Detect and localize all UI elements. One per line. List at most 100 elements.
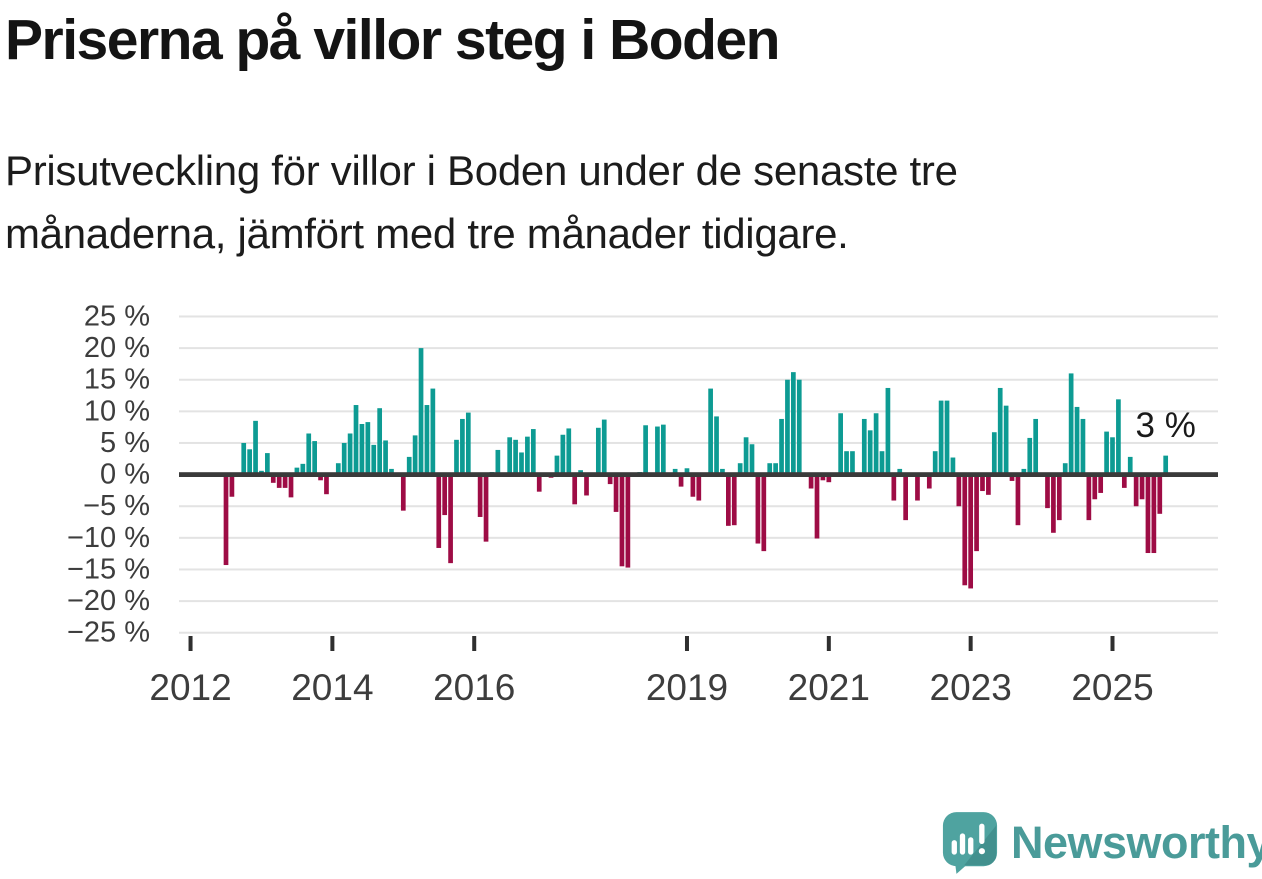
bar	[1104, 431, 1109, 475]
gridline	[179, 441, 1218, 444]
bar	[814, 474, 820, 539]
bar	[785, 379, 790, 475]
bar	[1163, 455, 1169, 475]
bar	[1157, 474, 1163, 514]
bar	[572, 474, 578, 505]
bar	[1080, 418, 1086, 475]
bar	[962, 474, 968, 586]
bar	[359, 424, 365, 475]
price-development-bar-chart: 25 %20 %15 %10 %5 %0 %−5 %−10 %−15 %−20 …	[67, 300, 1218, 708]
bar	[696, 474, 702, 501]
bar	[601, 419, 607, 475]
bar	[1015, 474, 1021, 526]
bar	[761, 474, 767, 552]
bar	[1145, 474, 1151, 554]
bar	[454, 439, 459, 475]
gridline	[179, 568, 1218, 571]
y-tick-label: 10 %	[84, 395, 150, 427]
x-tick-label: 2023	[930, 667, 1012, 708]
y-tick-label: −25 %	[67, 617, 150, 649]
bar	[1139, 474, 1145, 500]
x-tick-label: 2019	[646, 667, 728, 708]
bar	[885, 387, 891, 475]
chart-title: Priserna på villor steg i Boden	[5, 8, 780, 72]
bar	[974, 474, 979, 552]
bar	[276, 474, 282, 488]
bar	[643, 425, 648, 475]
bar	[690, 474, 696, 497]
gridline	[179, 378, 1218, 381]
bar	[861, 418, 867, 475]
y-tick-label: 20 %	[84, 332, 150, 364]
bar	[294, 467, 300, 475]
bar	[897, 468, 903, 475]
bar	[519, 452, 524, 475]
y-tick-label: 0 %	[100, 459, 150, 491]
bar	[400, 474, 406, 511]
bar	[584, 474, 589, 496]
bar	[595, 427, 601, 475]
bar	[341, 442, 347, 475]
bar	[507, 437, 513, 475]
x-tick-label: 2014	[291, 667, 373, 708]
bar	[335, 463, 341, 475]
bar	[265, 453, 270, 475]
last-value-label: 3 %	[1136, 406, 1196, 445]
bar	[655, 426, 660, 475]
bar	[932, 451, 938, 475]
bar	[796, 379, 802, 475]
bar	[377, 408, 383, 475]
bar	[749, 444, 755, 475]
zero-line	[179, 472, 1218, 477]
bar	[1116, 399, 1121, 475]
bar	[1086, 474, 1092, 521]
bar	[726, 474, 731, 526]
bar	[956, 474, 962, 507]
bar	[424, 405, 430, 475]
bar	[708, 388, 713, 475]
bar	[625, 474, 631, 568]
x-tick-mark	[472, 636, 477, 651]
gridline	[179, 536, 1218, 539]
bar	[714, 416, 719, 475]
bar	[938, 400, 944, 475]
bar	[1068, 373, 1074, 475]
bar	[1127, 456, 1133, 475]
bar	[229, 474, 235, 497]
y-tick-label: −20 %	[67, 585, 150, 617]
bar	[495, 449, 501, 475]
bar	[513, 439, 518, 475]
bar	[430, 388, 436, 475]
bar	[436, 474, 442, 548]
chart-subtitle-line1: Prisutveckling för villor i Boden under …	[5, 147, 958, 194]
bar	[318, 474, 323, 481]
bar	[820, 474, 826, 481]
bar	[412, 435, 418, 475]
bar	[288, 474, 294, 498]
bar	[844, 451, 849, 475]
bar	[530, 429, 536, 475]
bar	[767, 463, 773, 475]
zero-axis-line	[179, 472, 1218, 477]
bar	[986, 474, 991, 495]
bar	[383, 440, 388, 475]
x-tick-label: 2025	[1071, 667, 1153, 708]
bar	[607, 474, 613, 485]
bar	[253, 420, 258, 475]
bar	[389, 468, 394, 475]
bar	[483, 474, 489, 542]
bar	[1074, 406, 1080, 475]
bar	[1133, 474, 1139, 507]
bar	[1056, 474, 1062, 521]
bar	[270, 474, 276, 483]
bar	[477, 474, 483, 517]
bar	[1110, 437, 1115, 475]
bar	[1121, 474, 1127, 488]
bar	[997, 387, 1003, 475]
x-tick-label: 2016	[433, 667, 515, 708]
bar	[365, 422, 371, 475]
bar	[1033, 418, 1039, 475]
bar	[347, 433, 353, 475]
y-tick-label: 25 %	[84, 300, 150, 332]
bar	[442, 474, 448, 516]
